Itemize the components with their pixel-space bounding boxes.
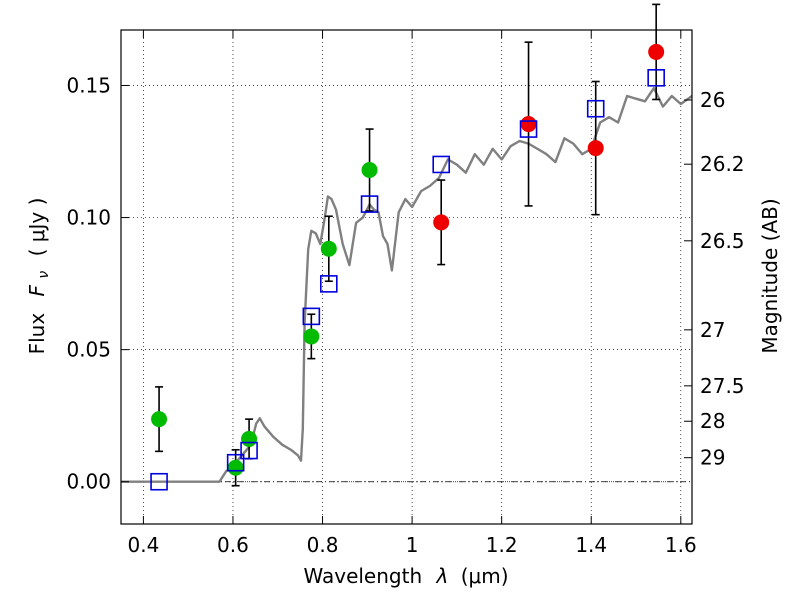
model-photometry-square	[586, 99, 605, 118]
x-tick-label: 0.4	[127, 533, 159, 557]
x-axis-label-text: Wavelength	[303, 564, 422, 588]
green-circle-point	[227, 459, 244, 476]
red-circle-point	[648, 43, 665, 60]
y-tick-label: 0.05	[66, 338, 111, 362]
y-tick-label: 0.00	[66, 470, 111, 494]
y-axis-label-text: Flux	[25, 313, 49, 355]
data-points	[150, 43, 665, 491]
y2-tick-label: 26.5	[700, 229, 745, 253]
y-axis-label-symbol: F	[25, 284, 49, 296]
green-circle-point	[320, 240, 337, 257]
y2-tick-label: 26	[700, 88, 725, 112]
x-tick-label: 1.4	[575, 533, 607, 557]
y-tick-label: 0.15	[66, 73, 111, 97]
x-axis-label: Wavelength λ (μm)	[303, 564, 508, 588]
red-circle-point	[587, 140, 604, 157]
model-photometry-square	[360, 195, 379, 213]
axis-ticks: 0.4 0.6 0.8 1 1.2 1.4 1.6 0.00 0.05 0.10 0.15 26 26.…	[66, 30, 745, 557]
green-circle-point	[241, 430, 258, 447]
y2-tick-label: 28	[700, 409, 725, 433]
x-tick-label: 0.6	[217, 533, 249, 557]
red-circle-point	[520, 116, 537, 133]
model-photometry-square	[519, 120, 538, 138]
y2-tick-label: 27	[700, 318, 725, 342]
model-photometry-square	[150, 472, 168, 491]
model-photometry-square	[647, 69, 665, 87]
x-axis-label-symbol: λ	[436, 564, 449, 588]
x-tick-label: 1	[406, 533, 419, 557]
y2-axis-label: Magnitude (AB)	[758, 198, 782, 353]
green-circle-point	[361, 162, 378, 179]
plot-frame	[120, 29, 693, 525]
x-tick-label: 1.6	[665, 533, 697, 557]
y-axis-label-unit: ( μJy )	[25, 198, 49, 257]
model-photometry-square	[240, 441, 258, 460]
x-tick-label: 1.2	[486, 533, 518, 557]
y-axis-label-subscript: ν	[36, 271, 52, 279]
model-photometry-square	[432, 155, 451, 174]
green-circle-point	[151, 411, 168, 428]
model-photometry-square	[319, 275, 338, 293]
y2-tick-label: 29	[700, 446, 725, 470]
x-axis-label-unit: (μm)	[461, 564, 509, 588]
red-circle-point	[433, 214, 450, 231]
y2-tick-label: 27.5	[700, 374, 745, 398]
model-photometry-square	[302, 307, 321, 326]
x-tick-label: 0.8	[307, 533, 339, 557]
green-circle-point	[303, 328, 320, 345]
y-axis-label: Flux F ν ( μJy )	[25, 198, 53, 355]
y2-tick-label: 26.2	[700, 152, 745, 176]
y-tick-label: 0.10	[66, 206, 111, 230]
model-photometry-square	[226, 453, 245, 472]
